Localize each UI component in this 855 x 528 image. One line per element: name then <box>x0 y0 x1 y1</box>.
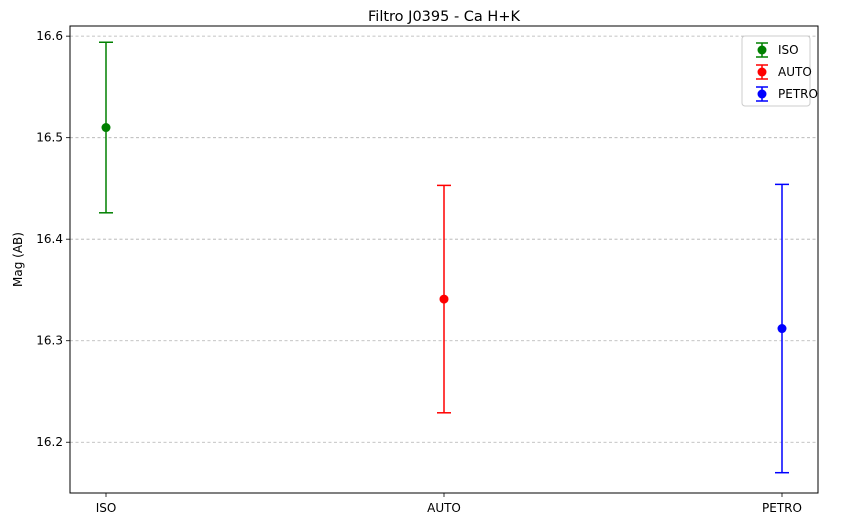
series-layer <box>99 41 789 474</box>
legend-marker <box>757 45 767 55</box>
legend: ISO AUTO PETRO <box>741 35 818 107</box>
axis-layer: 16.2 16.3 16.4 16.5 16.6 ISO AUTO PETRO <box>36 29 802 515</box>
series-petro <box>775 183 789 474</box>
x-tick-label: ISO <box>96 501 117 515</box>
legend-entry: AUTO <box>756 64 812 80</box>
chart-title: Filtro J0395 - Ca H+K <box>368 9 520 25</box>
y-axis-label: Mag (AB) <box>11 232 25 287</box>
series-iso <box>99 41 113 214</box>
x-tick-label: PETRO <box>762 501 802 515</box>
data-point <box>439 294 449 304</box>
y-tick-label: 16.5 <box>36 131 63 145</box>
legend-entry: ISO <box>756 42 799 58</box>
series-auto <box>437 184 451 414</box>
data-point <box>777 324 787 334</box>
legend-label: PETRO <box>778 87 818 101</box>
legend-marker <box>757 89 767 99</box>
legend-label: AUTO <box>778 65 812 79</box>
legend-box <box>741 35 811 107</box>
y-tick-label: 16.6 <box>36 29 63 43</box>
y-tick-label: 16.2 <box>36 435 63 449</box>
y-tick-label: 16.3 <box>36 334 63 348</box>
y-tick-label: 16.4 <box>36 232 63 246</box>
data-point <box>101 123 111 133</box>
legend-marker <box>757 67 767 77</box>
legend-label: ISO <box>778 43 799 57</box>
legend-entry: PETRO <box>756 86 818 102</box>
x-tick-label: AUTO <box>427 501 461 515</box>
